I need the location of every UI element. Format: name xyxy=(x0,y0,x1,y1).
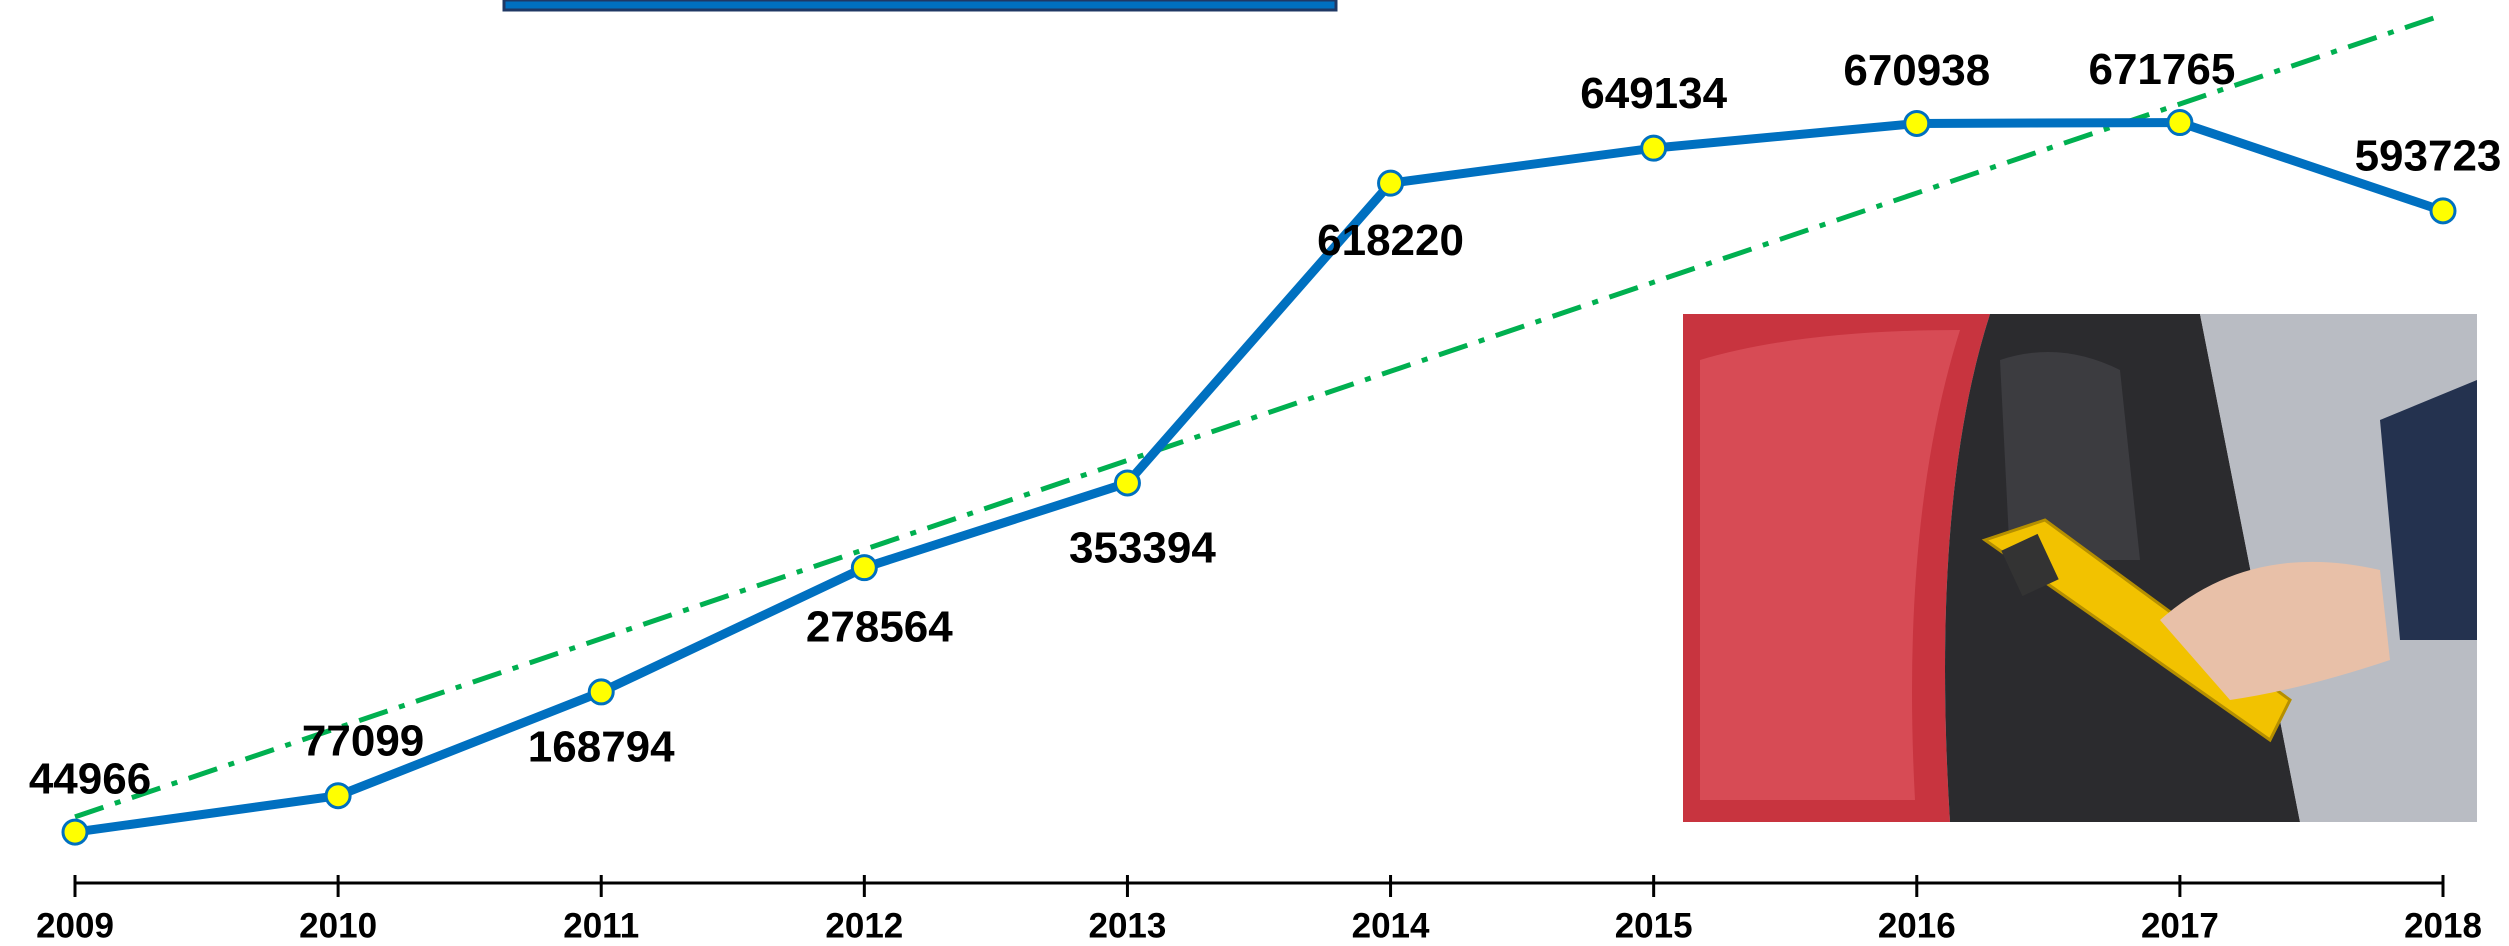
data-point xyxy=(850,554,878,582)
x-tick-label: 2015 xyxy=(1615,906,1693,945)
data-point xyxy=(1640,134,1668,162)
data-label: 649134 xyxy=(1580,69,1727,118)
x-tick-label: 2012 xyxy=(825,906,903,945)
x-tick-label: 2017 xyxy=(2141,906,2219,945)
x-tick-label: 2009 xyxy=(36,906,114,945)
x-tick-label: 2018 xyxy=(2404,906,2482,945)
data-line xyxy=(74,118,2445,837)
x-tick-label: 2011 xyxy=(563,906,639,945)
data-label: 168794 xyxy=(528,723,675,772)
data-point xyxy=(324,782,352,810)
data-point xyxy=(1903,109,1931,137)
data-point xyxy=(61,818,89,846)
data-point xyxy=(2166,109,2194,137)
x-tick-label: 2014 xyxy=(1352,906,1430,945)
data-point xyxy=(587,678,615,706)
photo xyxy=(1683,314,2477,822)
data-label: 593723 xyxy=(2355,132,2502,181)
data-label: 670938 xyxy=(1843,46,1990,95)
x-tick-label: 2013 xyxy=(1089,906,1167,945)
data-label: 44966 xyxy=(29,755,151,804)
data-label: 77099 xyxy=(302,716,424,765)
x-tick-label: 2010 xyxy=(299,906,377,945)
data-point xyxy=(2429,197,2457,225)
data-point xyxy=(1377,169,1405,197)
trend-line xyxy=(74,12,2444,820)
data-label: 671765 xyxy=(2088,45,2235,94)
data-label: 618220 xyxy=(1317,216,1464,265)
data-label: 278564 xyxy=(806,602,953,651)
x-tick-label: 2016 xyxy=(1878,906,1956,945)
data-label: 353394 xyxy=(1069,524,1216,573)
data-point xyxy=(1113,469,1141,497)
header-box xyxy=(502,0,1338,12)
